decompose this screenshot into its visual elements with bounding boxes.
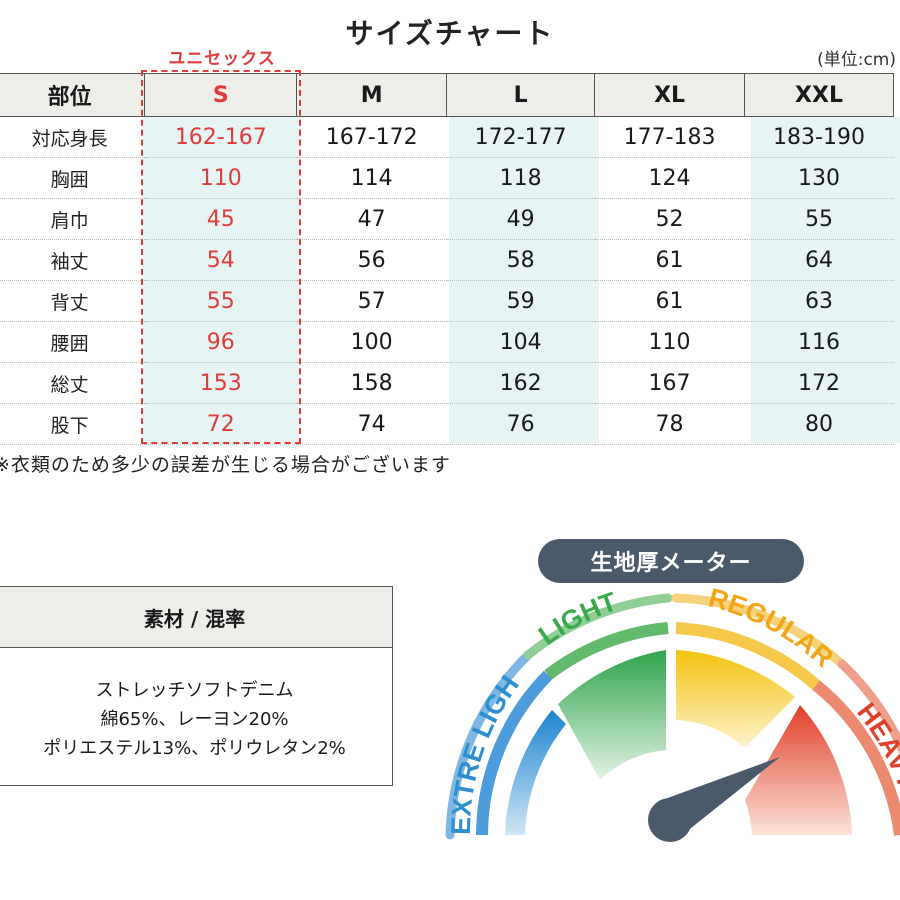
- table-row: 股下 72 74 76 78 80: [0, 403, 894, 445]
- row-label: 腰囲: [0, 321, 145, 363]
- cell-xl: 61: [594, 239, 745, 281]
- cell-s: 45: [144, 198, 297, 240]
- cell-s: 55: [144, 280, 297, 322]
- size-table: 部位 S M L XL XXL 対応身長 162-167 167-172 172…: [0, 73, 894, 445]
- row-label: 対応身長: [0, 116, 145, 158]
- material-line: ポリエステル13%、ポリウレタン2%: [43, 738, 346, 759]
- cell-m: 158: [296, 362, 447, 404]
- cell-xxl: 55: [744, 198, 894, 240]
- cell-l: 49: [446, 198, 595, 240]
- level-label-text: EXTRE LIGHT: [0, 0, 525, 835]
- segment-heavy: [745, 705, 852, 835]
- cell-l: 172-177: [446, 116, 595, 158]
- table-header-row: 部位 S M L XL XXL: [0, 73, 894, 117]
- segment-extra-light: [505, 710, 566, 835]
- table-row: 総丈 153 158 162 167 172: [0, 362, 894, 404]
- cell-l: 162: [446, 362, 595, 404]
- footnote: ※衣類のため多少の誤差が生じる場合がございます: [0, 454, 451, 476]
- row-label: 股下: [0, 403, 145, 445]
- cell-xl: 78: [594, 403, 745, 445]
- page-title: サイズチャート: [345, 17, 555, 50]
- cell-l: 76: [446, 403, 595, 445]
- material-line: 綿65%、レーヨン20%: [100, 709, 289, 730]
- cell-m: 56: [296, 239, 447, 281]
- cell-xxl: 183-190: [744, 116, 894, 158]
- level-label-heavy: HEAVY: [851, 697, 900, 793]
- mid-arc-yellow: [675, 622, 820, 690]
- cell-s: 54: [144, 239, 297, 281]
- mid-arc-blue: [476, 670, 553, 836]
- cell-l: 59: [446, 280, 595, 322]
- outer-arc-blue: [445, 650, 533, 840]
- unit-note: (単位:cm): [817, 50, 896, 70]
- column-header-part: 部位: [0, 73, 146, 117]
- table-row: 袖丈 54 56 58 61 64: [0, 239, 894, 281]
- outer-arc-yellow: [671, 593, 847, 669]
- mid-arc-green: [544, 622, 669, 680]
- column-header-l: L: [446, 73, 596, 117]
- cell-s: 96: [144, 321, 297, 363]
- cell-s: 153: [144, 362, 297, 404]
- row-label: 肩巾: [0, 198, 145, 240]
- cell-xxl: 63: [744, 280, 894, 322]
- cell-m: 47: [296, 198, 447, 240]
- cell-m: 100: [296, 321, 447, 363]
- column-header-s: S: [144, 73, 298, 117]
- row-label: 背丈: [0, 280, 145, 322]
- cell-m: 114: [296, 157, 447, 199]
- cell-xxl: 64: [744, 239, 894, 281]
- table-row: 対応身長 162-167 167-172 172-177 177-183 183…: [0, 116, 894, 158]
- material-body: ストレッチソフトデニム 綿65%、レーヨン20% ポリエステル13%、ポリウレタ…: [0, 648, 392, 763]
- cell-xxl: 172: [744, 362, 894, 404]
- cell-xl: 61: [594, 280, 745, 322]
- material-panel: 素材 / 混率 ストレッチソフトデニム 綿65%、レーヨン20% ポリエステル1…: [0, 586, 393, 786]
- level-label-extra-light: EXTRE LIGHT: [0, 0, 525, 835]
- outer-arc-green: [523, 593, 673, 660]
- segment-regular: [676, 650, 795, 748]
- cell-xl: 52: [594, 198, 745, 240]
- row-label: 胸囲: [0, 157, 145, 199]
- cell-xl: 177-183: [594, 116, 745, 158]
- cell-l: 58: [446, 239, 595, 281]
- table-row: 背丈 55 57 59 61 63: [0, 280, 894, 322]
- cell-xxl: 116: [744, 321, 894, 363]
- table-row: 胸囲 110 114 118 124 130: [0, 157, 894, 199]
- segment-light: [558, 650, 666, 780]
- cell-xxl: 130: [744, 157, 894, 199]
- meter-title: 生地厚メーター: [538, 539, 804, 583]
- material-line: ストレッチソフトデニム: [95, 680, 294, 701]
- cell-s: 110: [144, 157, 297, 199]
- row-label: 総丈: [0, 362, 145, 404]
- cell-xxl: 80: [744, 403, 894, 445]
- cell-l: 118: [446, 157, 595, 199]
- cell-s: 162-167: [144, 116, 297, 158]
- cell-s: 72: [144, 403, 297, 445]
- mid-arc-red: [812, 680, 900, 836]
- cell-l: 104: [446, 321, 595, 363]
- material-header: 素材 / 混率: [0, 587, 392, 648]
- table-row: 肩巾 45 47 49 52 55: [0, 198, 894, 240]
- cell-xl: 167: [594, 362, 745, 404]
- column-header-xxl: XXL: [744, 73, 894, 117]
- cell-m: 57: [296, 280, 447, 322]
- level-label-text: HEAVY: [851, 697, 900, 793]
- cell-xl: 110: [594, 321, 745, 363]
- unisex-label: ユニセックス: [168, 49, 276, 69]
- outer-arc-red: [837, 659, 900, 756]
- cell-xl: 124: [594, 157, 745, 199]
- row-label: 袖丈: [0, 239, 145, 281]
- cell-m: 74: [296, 403, 447, 445]
- cell-m: 167-172: [296, 116, 447, 158]
- column-header-xl: XL: [594, 73, 746, 117]
- gauge-needle-hub: [648, 798, 692, 842]
- table-row: 腰囲 96 100 104 110 116: [0, 321, 894, 363]
